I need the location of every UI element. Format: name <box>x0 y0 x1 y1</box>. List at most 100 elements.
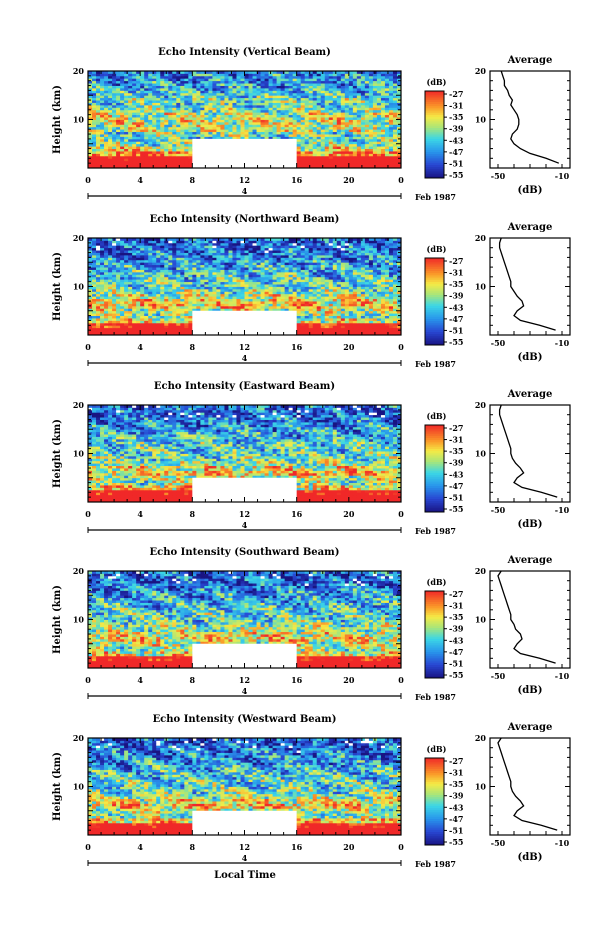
x-tick-label: 0 <box>398 175 404 185</box>
x-tick-label: 8 <box>190 842 196 852</box>
colorbar-tick-label: -39 <box>449 791 464 801</box>
y-tick-label: 20 <box>73 566 85 576</box>
x-tick-label: 8 <box>190 342 196 352</box>
panel-eastward: Echo Intensity (Eastward Beam)1020Height… <box>52 381 570 536</box>
panel-title-northward: Echo Intensity (Northward Beam) <box>150 214 340 225</box>
average-y-tick-label: 10 <box>475 115 487 125</box>
x-tick-label: 0 <box>85 509 91 519</box>
colorbar-tick-label: -39 <box>449 291 464 301</box>
y-axis-label-westward: Height (km) <box>52 752 63 821</box>
average-x-tick-label: -50 <box>491 338 506 348</box>
date-month-label: Feb 1987 <box>415 526 456 536</box>
x-tick-label: 20 <box>343 342 355 352</box>
colorbar-tick-label: -27 <box>449 423 463 433</box>
x-tick-label: 0 <box>398 509 404 519</box>
average-x-tick-label: -10 <box>555 505 570 515</box>
x-tick-label: 8 <box>190 509 196 519</box>
date-day-label: 4 <box>242 520 248 530</box>
average-y-tick-label: 10 <box>475 449 487 459</box>
average-x-tick-label: -10 <box>555 838 570 848</box>
average-frame <box>490 738 570 835</box>
y-axis-label-vertical: Height (km) <box>52 85 63 154</box>
colorbar-tick-label: -31 <box>449 268 463 278</box>
colorbar-tick-label: -51 <box>449 658 463 668</box>
x-tick-label: 0 <box>398 342 404 352</box>
panel-northward: Echo Intensity (Northward Beam)1020Heigh… <box>52 214 570 369</box>
average-x-tick-label: -50 <box>491 171 506 181</box>
colorbar-tick-label: -35 <box>449 446 463 456</box>
colorbar-tick-label: -51 <box>449 158 463 168</box>
colorbar-unit: (dB) <box>427 77 447 87</box>
colorbar-tick-label: -47 <box>449 314 463 324</box>
y-tick-label: 10 <box>73 282 85 292</box>
average-y-tick-label: 10 <box>475 615 487 625</box>
average-y-tick-label: 20 <box>475 400 487 410</box>
panel-southward: Echo Intensity (Southward Beam)1020Heigh… <box>52 547 570 702</box>
colorbar-tick-label: -35 <box>449 112 463 122</box>
x-tick-label: 0 <box>398 675 404 685</box>
average-x-axis-label: (dB) <box>518 352 543 363</box>
x-tick-label: 4 <box>137 342 143 352</box>
panel-title-vertical: Echo Intensity (Vertical Beam) <box>158 47 331 58</box>
y-tick-label: 20 <box>73 233 85 243</box>
x-tick-label: 12 <box>239 342 250 352</box>
colorbar-tick-label: -51 <box>449 492 463 502</box>
colorbar-tick-label: -47 <box>449 647 463 657</box>
x-tick-label: 16 <box>291 175 303 185</box>
average-frame <box>490 571 570 668</box>
y-axis-label-southward: Height (km) <box>52 585 63 654</box>
colorbar-tick-label: -27 <box>449 89 463 99</box>
average-title: Average <box>507 555 553 566</box>
x-tick-label: 4 <box>137 175 143 185</box>
colorbar-tick-label: -27 <box>449 756 463 766</box>
colorbar-tick-label: -31 <box>449 101 463 111</box>
average-frame <box>490 238 570 335</box>
x-tick-label: 20 <box>343 175 355 185</box>
colorbar-tick-label: -43 <box>449 469 464 479</box>
colorbar-tick-label: -35 <box>449 779 463 789</box>
average-x-axis-label: (dB) <box>518 519 543 530</box>
colorbar-tick-label: -55 <box>449 837 463 847</box>
x-tick-label: 4 <box>137 675 143 685</box>
x-tick-label: 16 <box>291 675 303 685</box>
colorbar-southward <box>425 591 447 678</box>
average-profile-eastward: Average 10 20 -50 -10 (dB) <box>475 389 570 530</box>
y-tick-label: 20 <box>73 733 85 743</box>
colorbar-unit: (dB) <box>427 411 447 421</box>
colorbar-westward <box>425 758 447 845</box>
x-tick-label: 20 <box>343 675 355 685</box>
colorbar-tick-label: -47 <box>449 814 463 824</box>
date-month-label: Feb 1987 <box>415 359 456 369</box>
colorbar-tick-label: -31 <box>449 435 463 445</box>
x-tick-label: 4 <box>137 509 143 519</box>
average-y-tick-label: 10 <box>475 782 487 792</box>
date-month-label: Feb 1987 <box>415 192 456 202</box>
colorbar-tick-label: -43 <box>449 135 464 145</box>
colorbar-tick-label: -39 <box>449 624 464 634</box>
colorbar-tick-label: -27 <box>449 589 463 599</box>
panel-title-westward: Echo Intensity (Westward Beam) <box>153 714 337 725</box>
colorbar-eastward <box>425 425 447 512</box>
average-y-tick-label: 10 <box>475 282 487 292</box>
x-tick-label: 0 <box>398 842 404 852</box>
average-x-tick-label: -50 <box>491 671 506 681</box>
x-tick-label: 0 <box>85 175 91 185</box>
average-x-tick-label: -50 <box>491 505 506 515</box>
x-tick-label: 20 <box>343 509 355 519</box>
date-month-label: Feb 1987 <box>415 859 456 869</box>
y-axis-label-eastward: Height (km) <box>52 419 63 488</box>
panel-vertical: Echo Intensity (Vertical Beam) 10 20 Height… <box>52 47 570 202</box>
x-tick-label: 12 <box>239 509 250 519</box>
colorbar-tick-label: -55 <box>449 504 463 514</box>
average-title: Average <box>507 389 553 400</box>
average-y-tick-label: 20 <box>475 66 487 76</box>
date-day-label: 4 <box>242 186 248 196</box>
y-tick-label: 10 <box>73 615 85 625</box>
colorbar-tick-label: -43 <box>449 635 464 645</box>
colorbar-tick-label: -31 <box>449 768 463 778</box>
local-time-axis-label: Local Time <box>214 870 276 881</box>
x-tick-label: 12 <box>239 842 250 852</box>
average-y-tick-label: 20 <box>475 233 487 243</box>
